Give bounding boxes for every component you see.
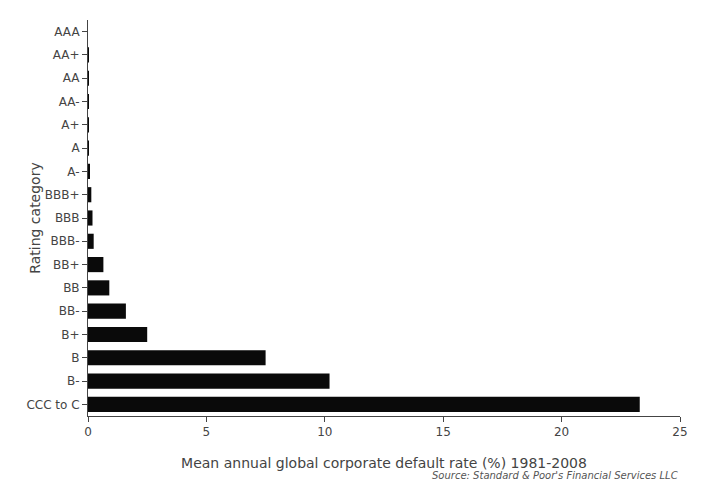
svg-text:BBB-: BBB- [51,234,80,248]
svg-text:Rating category: Rating category [27,162,43,273]
svg-text:10: 10 [317,425,332,439]
svg-text:AAA: AAA [54,25,80,39]
svg-text:A-: A- [67,165,79,179]
svg-text:BB+: BB+ [53,258,80,272]
svg-text:5: 5 [203,425,211,439]
svg-text:B: B [71,351,79,365]
svg-text:Mean annual global corporate d: Mean annual global corporate default rat… [181,455,587,471]
svg-text:BBB: BBB [55,211,80,225]
svg-text:AA-: AA- [59,95,80,109]
svg-text:B+: B+ [61,328,79,342]
svg-text:A+: A+ [61,118,79,132]
svg-text:Source: Standard & Poor's Fina: Source: Standard & Poor's Financial Serv… [432,470,678,481]
svg-text:B-: B- [67,374,80,388]
svg-text:BBB+: BBB+ [45,188,80,202]
svg-text:BB: BB [63,281,79,295]
svg-text:20: 20 [554,425,569,439]
svg-text:A: A [71,141,80,155]
svg-text:15: 15 [436,425,451,439]
svg-text:CCC to C: CCC to C [26,398,79,412]
svg-text:0: 0 [84,425,92,439]
svg-text:25: 25 [672,425,687,439]
svg-text:AA: AA [63,71,81,85]
svg-text:AA+: AA+ [53,48,80,62]
svg-text:BB-: BB- [59,304,80,318]
